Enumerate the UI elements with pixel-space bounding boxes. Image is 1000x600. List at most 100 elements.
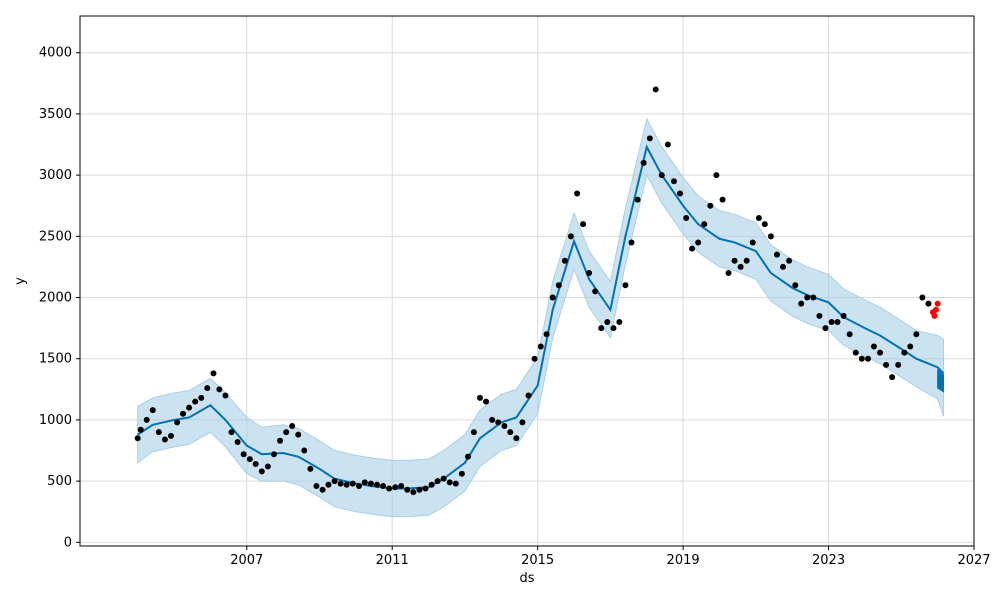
x-tick-label: 2011 — [376, 553, 409, 568]
forecast-tail-block — [937, 368, 945, 393]
observed-point — [767, 233, 774, 240]
observed-point — [246, 456, 253, 463]
observed-point — [325, 481, 332, 488]
y-tick-label: 1000 — [39, 413, 72, 428]
observed-point — [289, 423, 296, 430]
observed-point — [410, 489, 417, 496]
plot-frame — [79, 15, 975, 547]
observed-point — [780, 263, 787, 270]
observed-point — [537, 343, 544, 350]
observed-point — [895, 361, 902, 368]
observed-point — [804, 294, 811, 301]
observed-point — [810, 294, 817, 301]
observed-point — [476, 394, 483, 401]
observed-point — [652, 86, 659, 93]
observed-point — [695, 239, 702, 246]
observed-point — [301, 447, 308, 454]
observed-point — [240, 451, 247, 458]
observed-point — [604, 319, 611, 326]
observed-point — [349, 480, 356, 487]
observed-point — [719, 196, 726, 203]
observed-point — [198, 394, 205, 401]
observed-point — [519, 419, 526, 426]
observed-point — [792, 282, 799, 289]
observed-point — [513, 435, 520, 442]
y-tick-label: 4000 — [39, 46, 72, 61]
observed-points — [134, 86, 932, 496]
observed-point — [574, 190, 581, 197]
observed-point — [386, 485, 393, 492]
x-tick-label: 2007 — [230, 553, 263, 568]
observed-point — [452, 480, 459, 487]
observed-point — [707, 202, 714, 209]
observed-point — [283, 429, 290, 436]
observed-point — [773, 251, 780, 258]
observed-point — [277, 437, 284, 444]
observed-point — [495, 419, 502, 426]
observed-point — [252, 460, 259, 467]
observed-point — [143, 416, 150, 423]
observed-point — [373, 481, 380, 488]
observed-point — [737, 263, 744, 270]
observed-point — [761, 221, 768, 228]
observed-point — [161, 436, 168, 443]
observed-point — [798, 300, 805, 307]
observed-point — [531, 355, 538, 362]
observed-point — [446, 479, 453, 486]
observed-point — [870, 343, 877, 350]
observed-point — [216, 386, 223, 393]
observed-point — [465, 453, 472, 460]
observed-point — [670, 178, 677, 185]
observed-point — [858, 355, 865, 362]
y-tick-label: 3500 — [39, 107, 72, 122]
observed-point — [755, 214, 762, 221]
observed-point — [689, 245, 696, 252]
observed-point — [180, 410, 187, 417]
observed-point — [877, 349, 884, 356]
observed-point — [422, 485, 429, 492]
observed-point — [416, 486, 423, 493]
observed-point — [404, 486, 411, 493]
observed-point — [501, 423, 508, 430]
observed-point — [786, 257, 793, 264]
y-tick-label: 1500 — [39, 352, 72, 367]
observed-point — [367, 480, 374, 487]
observed-point — [525, 392, 532, 399]
observed-point — [658, 172, 665, 179]
observed-point — [549, 294, 556, 301]
observed-point — [925, 300, 932, 307]
observed-point — [543, 331, 550, 338]
observed-point — [646, 135, 653, 142]
observed-point — [434, 478, 441, 485]
y-tick-label: 2000 — [39, 291, 72, 306]
observed-point — [743, 257, 750, 264]
observed-point — [258, 468, 265, 475]
observed-point — [840, 312, 847, 319]
observed-point — [440, 475, 447, 482]
observed-point — [361, 479, 368, 486]
observed-point — [677, 190, 684, 197]
observed-point — [186, 404, 193, 411]
observed-point — [628, 239, 635, 246]
observed-point — [228, 429, 235, 436]
observed-point — [889, 374, 896, 381]
observed-point — [470, 429, 477, 436]
observed-point — [331, 478, 338, 485]
observed-point — [489, 416, 496, 423]
observed-point — [640, 159, 647, 166]
observed-point — [264, 463, 271, 470]
observed-point — [913, 331, 920, 338]
plot-background — [80, 16, 974, 546]
interval-band — [137, 117, 945, 518]
observed-point — [907, 343, 914, 350]
observed-point — [580, 221, 587, 228]
y-tick-label: 500 — [47, 474, 72, 489]
x-tick-label: 2019 — [667, 553, 700, 568]
observed-point — [683, 214, 690, 221]
observed-point — [555, 282, 562, 289]
observed-point — [567, 233, 574, 240]
observed-point — [149, 407, 156, 414]
uncertainty-band — [137, 117, 945, 518]
observed-point — [592, 288, 599, 295]
observed-point — [307, 465, 314, 472]
